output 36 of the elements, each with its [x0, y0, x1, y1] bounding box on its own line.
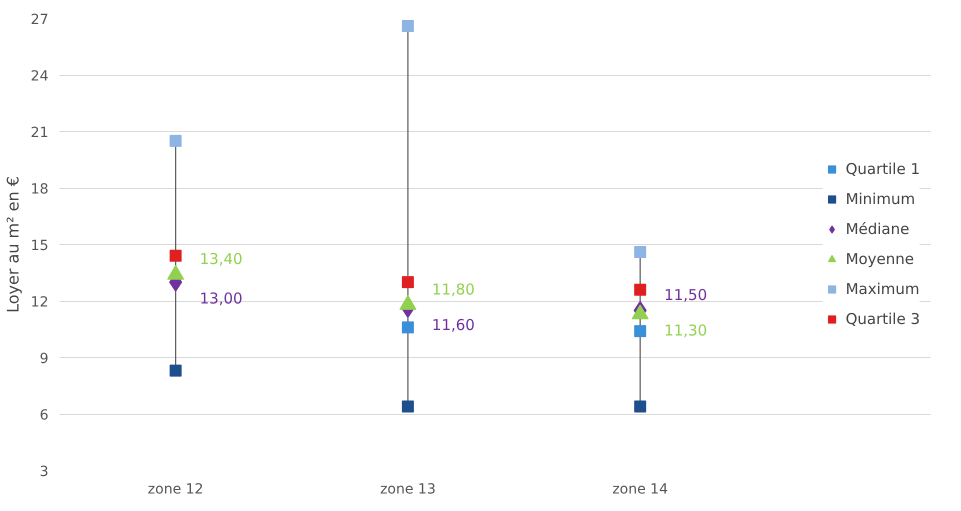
y-tick-label: 12	[30, 294, 49, 310]
y-tick-label: 3	[40, 464, 49, 480]
data-label: 11,60	[432, 316, 475, 334]
x-tick-label: zone 14	[612, 482, 668, 498]
point	[634, 246, 646, 258]
point	[634, 400, 646, 412]
legend-label: Moyenne	[846, 250, 914, 268]
legend-label: Minimum	[846, 190, 916, 208]
legend-label: Quartile 3	[846, 310, 920, 328]
point	[402, 20, 414, 32]
y-tick-label: 18	[30, 182, 49, 198]
point	[402, 400, 414, 412]
legend-label: Quartile 1	[846, 160, 920, 178]
point	[170, 134, 182, 147]
legend-label: Médiane	[846, 220, 910, 238]
y-tick-label: 15	[30, 238, 49, 254]
data-label: 11,30	[664, 322, 708, 340]
point	[170, 364, 182, 377]
point	[170, 250, 182, 262]
x-tick-label: zone 12	[148, 482, 204, 498]
point	[402, 321, 414, 334]
data-label: 11,80	[432, 280, 475, 298]
data-label: 13,00	[200, 290, 243, 308]
x-tick-label: zone 13	[380, 482, 436, 498]
y-tick-label: 27	[30, 12, 49, 28]
y-tick-label: 21	[30, 125, 49, 141]
y-axis-title: Loyer au m² en €	[4, 176, 23, 313]
point	[634, 284, 646, 296]
data-label: 11,50	[664, 286, 708, 304]
point	[634, 325, 646, 338]
y-tick-label: 6	[40, 408, 49, 424]
y-tick-label: 9	[40, 351, 49, 367]
y-tick-label: 24	[30, 68, 49, 84]
point	[402, 276, 414, 288]
data-label: 13,40	[200, 250, 243, 268]
legend-label: Maximum	[846, 280, 920, 298]
